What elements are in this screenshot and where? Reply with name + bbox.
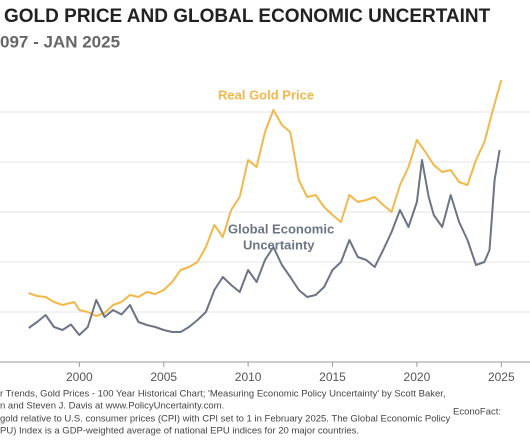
chart-subtitle: 097 - JAN 2025: [0, 32, 120, 51]
credit: EconoFact:: [453, 407, 501, 418]
source-note: PU) Index is a GDP-weighted average of n…: [0, 426, 359, 437]
chart-title: GOLD PRICE AND GLOBAL ECONOMIC UNCERTAIN…: [4, 6, 491, 27]
data-line: [28, 79, 503, 317]
x-tick-label: 2000: [66, 370, 93, 384]
x-tick-label: 2005: [150, 370, 177, 384]
source-note: n and Steven J. Davis at www.PolicyUncer…: [0, 401, 224, 412]
annotation: Global Economic: [228, 221, 334, 236]
annotation: Uncertainty: [243, 237, 315, 252]
source-note: r Trends, Gold Prices - 100 Year Histori…: [0, 389, 446, 400]
data-line: [28, 149, 501, 336]
annotation: Real Gold Price: [218, 87, 314, 102]
x-tick-label: 2020: [404, 370, 431, 384]
x-tick-label: 2025: [488, 370, 515, 384]
source-note: gold relative to U.S. consumer prices (C…: [0, 414, 450, 425]
x-tick-label: 2010: [235, 370, 262, 384]
x-tick-label: 2015: [319, 370, 346, 384]
